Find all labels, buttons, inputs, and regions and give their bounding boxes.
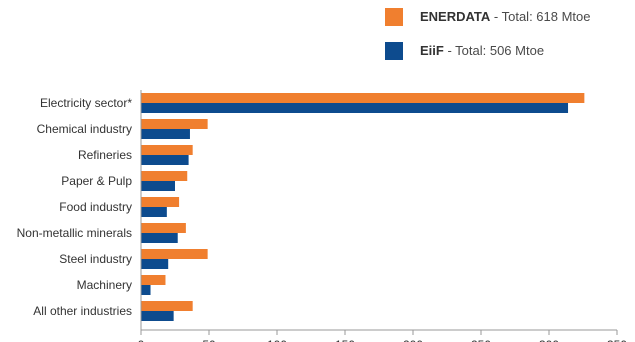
bar-eiif-4 bbox=[141, 207, 167, 217]
x-tick-label: 100 bbox=[267, 338, 287, 342]
bar-enerdata-7 bbox=[141, 275, 166, 285]
bar-enerdata-6 bbox=[141, 249, 208, 259]
bar-eiif-5 bbox=[141, 233, 178, 243]
bar-eiif-3 bbox=[141, 181, 175, 191]
bar-enerdata-1 bbox=[141, 119, 208, 129]
bar-eiif-7 bbox=[141, 285, 151, 295]
bar-enerdata-8 bbox=[141, 301, 193, 311]
category-label: Paper & Pulp bbox=[61, 174, 132, 188]
legend-swatch-eiif bbox=[385, 42, 403, 60]
bar-enerdata-3 bbox=[141, 171, 188, 181]
category-label: All other industries bbox=[33, 304, 132, 318]
bar-eiif-2 bbox=[141, 155, 189, 165]
category-label: Electricity sector* bbox=[40, 96, 132, 110]
bar-eiif-0 bbox=[141, 103, 569, 113]
x-tick-label: 50 bbox=[202, 338, 216, 342]
bar-enerdata-5 bbox=[141, 223, 186, 233]
legend-swatch-enerdata bbox=[385, 8, 403, 26]
legend-label-enerdata: ENERDATA - Total: 618 Mtoe bbox=[420, 9, 591, 24]
category-label: Non-metallic minerals bbox=[17, 226, 132, 240]
x-tick-label: 0 bbox=[138, 338, 145, 342]
bar-enerdata-2 bbox=[141, 145, 193, 155]
category-label: Machinery bbox=[77, 278, 132, 292]
bar-eiif-1 bbox=[141, 129, 190, 139]
category-label: Steel industry bbox=[59, 252, 132, 266]
category-label: Chemical industry bbox=[37, 122, 132, 136]
x-tick-label: 350 bbox=[607, 338, 627, 342]
bar-eiif-8 bbox=[141, 311, 174, 321]
bar-enerdata-4 bbox=[141, 197, 180, 207]
category-label: Food industry bbox=[59, 200, 132, 214]
x-tick-label: 150 bbox=[335, 338, 355, 342]
x-tick-label: 300 bbox=[539, 338, 559, 342]
x-tick-label: 200 bbox=[403, 338, 423, 342]
bar-eiif-6 bbox=[141, 259, 169, 269]
legend-label-eiif: EiiF - Total: 506 Mtoe bbox=[420, 43, 545, 58]
x-tick-label: 250 bbox=[471, 338, 491, 342]
bar-enerdata-0 bbox=[141, 93, 585, 103]
category-label: Refineries bbox=[78, 148, 132, 162]
